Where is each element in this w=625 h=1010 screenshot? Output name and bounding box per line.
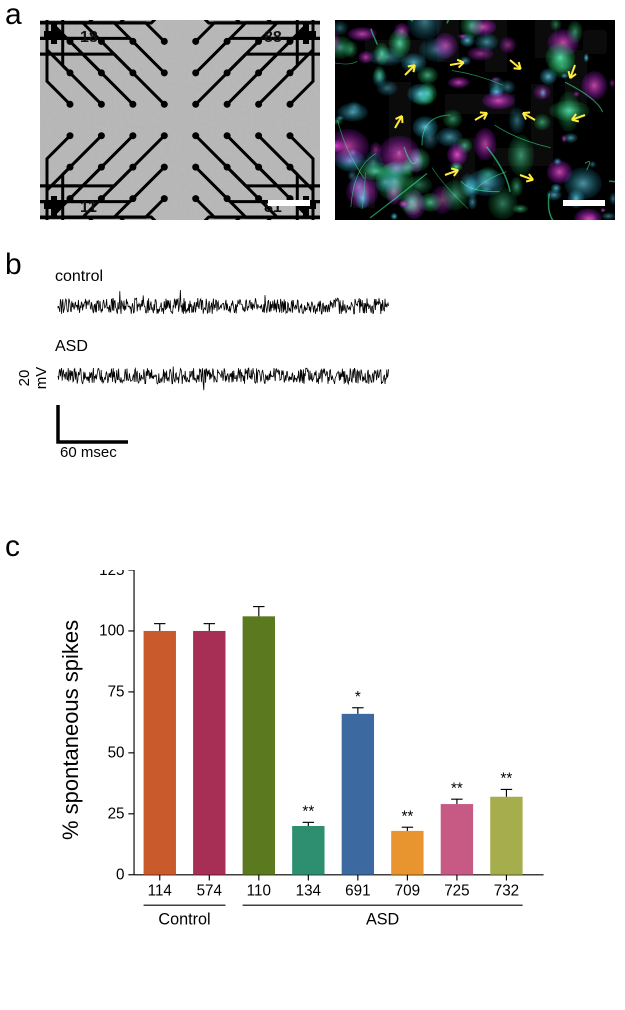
xid-725: 725 [444, 883, 469, 900]
scale-y-label: 20 mV [16, 358, 50, 398]
svg-text:25: 25 [108, 806, 125, 823]
bar-chart: 0 25 50 75 100 125 114 574 110 ** 134 * 691 ** 709 ** 72… [55, 570, 575, 970]
scale-x-label: 60 msec [60, 444, 117, 461]
trace-asd [55, 356, 395, 396]
xid-114: 114 [148, 883, 173, 900]
svg-text:75: 75 [108, 684, 125, 701]
trace-control-block: control [55, 268, 395, 331]
sig-732: ** [500, 771, 512, 788]
mea-corner-tl: 18 [80, 29, 98, 46]
sig-725: ** [451, 780, 463, 797]
panel-b-label: b [5, 248, 22, 282]
bar-725 [441, 804, 473, 875]
figure-root: a 18 88 [0, 0, 625, 1010]
svg-text:0: 0 [116, 867, 124, 884]
scale-bar-a-left [268, 200, 310, 206]
bar-110 [243, 616, 275, 874]
xid-110: 110 [247, 883, 271, 900]
trace-control [55, 286, 395, 326]
bar-691 [342, 714, 374, 875]
panel-a-right-image [335, 20, 615, 220]
bar-574 [193, 631, 225, 875]
svg-text:50: 50 [108, 745, 125, 762]
xid-732: 732 [494, 883, 519, 900]
panel-a-left-image: 18 88 11 81 [40, 20, 320, 220]
bar-114 [144, 631, 176, 875]
sig-691: * [355, 689, 361, 706]
trace-asd-label: ASD [55, 338, 395, 356]
trace-asd-block: ASD [55, 338, 395, 401]
xid-134: 134 [296, 883, 322, 900]
trace-control-label: control [55, 268, 395, 286]
sig-709: ** [401, 809, 413, 826]
group-Control: Control [158, 910, 210, 928]
panel-a-label: a [5, 0, 22, 32]
svg-text:125: 125 [99, 570, 124, 579]
bar-709 [391, 831, 423, 875]
sig-134: ** [302, 804, 314, 821]
xid-574: 574 [197, 883, 223, 900]
scale-bar-a-right [563, 200, 605, 206]
mea-corner-bl: 11 [80, 199, 97, 216]
group-ASD: ASD [366, 910, 399, 928]
mea-corner-tr: 88 [264, 29, 282, 46]
xid-709: 709 [395, 883, 420, 900]
bar-134 [292, 826, 324, 875]
svg-text:100: 100 [99, 623, 124, 640]
panel-c-label: c [5, 530, 20, 564]
bar-732 [490, 797, 522, 875]
xid-691: 691 [345, 883, 370, 900]
